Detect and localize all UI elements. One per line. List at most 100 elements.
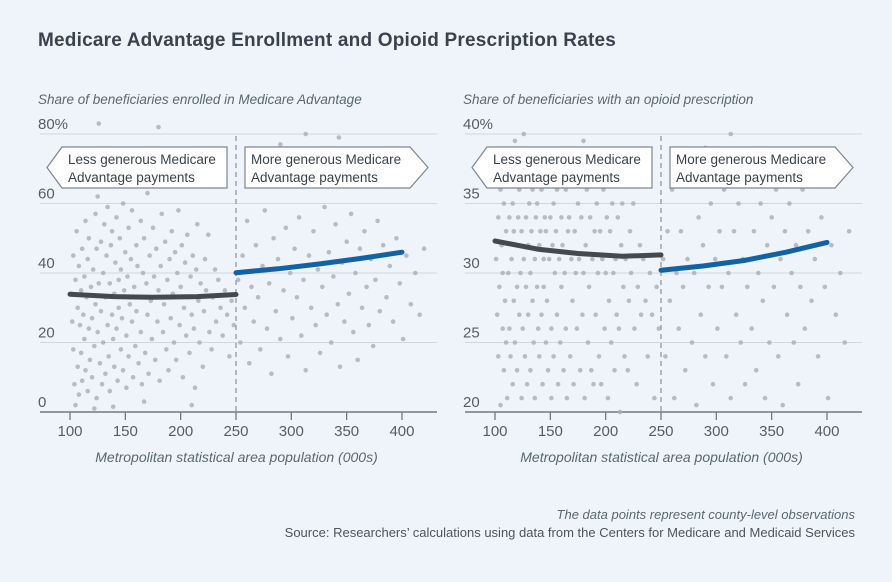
scatter-point — [106, 354, 111, 359]
scatter-point — [105, 204, 110, 210]
scatter-point — [380, 242, 386, 248]
scatter-point — [519, 229, 524, 234]
panel-medicare-advantage-enrollment: Share of beneficiaries enrolled in Medic… — [30, 92, 455, 480]
scatter-point — [546, 256, 552, 262]
x-tick-label: 100 — [482, 423, 507, 440]
scatter-point — [631, 201, 636, 206]
x-tick-label: 100 — [57, 423, 82, 440]
scatter-point — [320, 284, 325, 290]
scatter-point — [141, 236, 147, 241]
scatter-point — [175, 270, 180, 276]
scatter-point — [146, 371, 151, 377]
x-axis-title: Metropolitan statistical area population… — [520, 449, 803, 465]
scatter-point — [346, 291, 352, 297]
scatter-point — [264, 326, 270, 331]
scatter-point — [654, 284, 659, 290]
scatter-point — [203, 288, 209, 293]
scatter-point — [144, 281, 149, 286]
scatter-point — [694, 402, 699, 408]
scatter-point — [762, 395, 768, 401]
scatter-point — [549, 326, 554, 331]
scatter-point — [136, 361, 141, 366]
scatter-point — [606, 298, 612, 304]
scatter-point — [680, 284, 686, 290]
scatter-point — [581, 270, 586, 276]
scatter-point — [296, 215, 302, 220]
annotation-text: More generous Medicare — [676, 152, 826, 167]
scatter-point — [563, 326, 569, 331]
scatter-point — [838, 270, 843, 276]
scatter-point — [90, 267, 96, 272]
scatter-point — [387, 263, 393, 269]
scatter-point — [216, 277, 221, 283]
scatter-point — [99, 381, 105, 387]
scatter-point — [691, 270, 697, 276]
scatter-point — [359, 305, 365, 311]
scatter-point — [178, 284, 183, 290]
scatter-point — [107, 281, 113, 286]
scatter-point — [703, 354, 708, 359]
scatter-point — [537, 354, 542, 359]
scatter-point — [710, 381, 716, 387]
scatter-point — [564, 395, 570, 401]
scatter-point — [218, 305, 223, 311]
scatter-point — [812, 256, 818, 262]
scatter-point — [242, 305, 248, 311]
scatter-point — [628, 270, 634, 276]
panel-subtitle: Share of beneficiaries with an opioid pr… — [463, 92, 754, 107]
scatter-point — [187, 350, 192, 356]
scatter-point — [829, 242, 834, 248]
scatter-point — [95, 329, 100, 335]
scatter-point — [610, 201, 615, 206]
scatter-point — [150, 225, 156, 231]
scatter-point — [138, 218, 144, 224]
scatter-point — [618, 242, 624, 248]
scatter-point — [117, 236, 123, 241]
scatter-point — [635, 284, 641, 290]
scatter-point — [71, 253, 76, 258]
scatter-point — [667, 298, 673, 304]
scatter-point — [79, 378, 85, 384]
scatter-point — [795, 381, 801, 387]
y-tick-label: 40 — [38, 255, 55, 272]
scatter-point — [576, 256, 582, 262]
scatter-point — [656, 326, 662, 331]
scatter-point — [335, 302, 341, 307]
scatter-points — [68, 121, 427, 411]
scatter-point — [553, 229, 559, 234]
scatter-point — [589, 368, 594, 373]
scatter-point — [745, 284, 750, 290]
scatter-point — [736, 201, 741, 206]
scatter-point — [192, 385, 198, 391]
scatter-point — [92, 343, 97, 349]
scatter-point — [776, 354, 781, 359]
scatter-point — [74, 229, 79, 234]
figure-footer: The data points represent county-level o… — [285, 506, 855, 541]
scatter-point — [128, 256, 134, 262]
scatter-point — [738, 340, 743, 345]
scatter-point — [373, 277, 378, 283]
scatter-point — [333, 222, 338, 227]
x-tick-label: 250 — [648, 423, 673, 440]
scatter-point — [92, 406, 97, 411]
scatter-point — [87, 357, 93, 363]
scatter-point — [182, 260, 188, 265]
scatter-point — [149, 336, 155, 342]
scatter-point — [118, 347, 124, 352]
scatter-point — [76, 263, 82, 269]
scatter-point — [188, 274, 193, 279]
scatter-point — [421, 246, 427, 251]
scatter-point — [112, 364, 117, 370]
scatter-point — [539, 312, 544, 317]
scatter-point — [189, 312, 194, 317]
scatter-point — [605, 395, 611, 401]
scatter-point — [224, 312, 230, 317]
scatter-point — [579, 215, 584, 220]
scatter-point — [559, 215, 564, 220]
scatter-point — [574, 326, 580, 331]
scatter-point — [587, 215, 593, 220]
scatter-point — [550, 242, 555, 248]
scatter-point — [760, 298, 766, 304]
scatter-point — [503, 340, 509, 345]
scatter-point — [569, 256, 574, 262]
